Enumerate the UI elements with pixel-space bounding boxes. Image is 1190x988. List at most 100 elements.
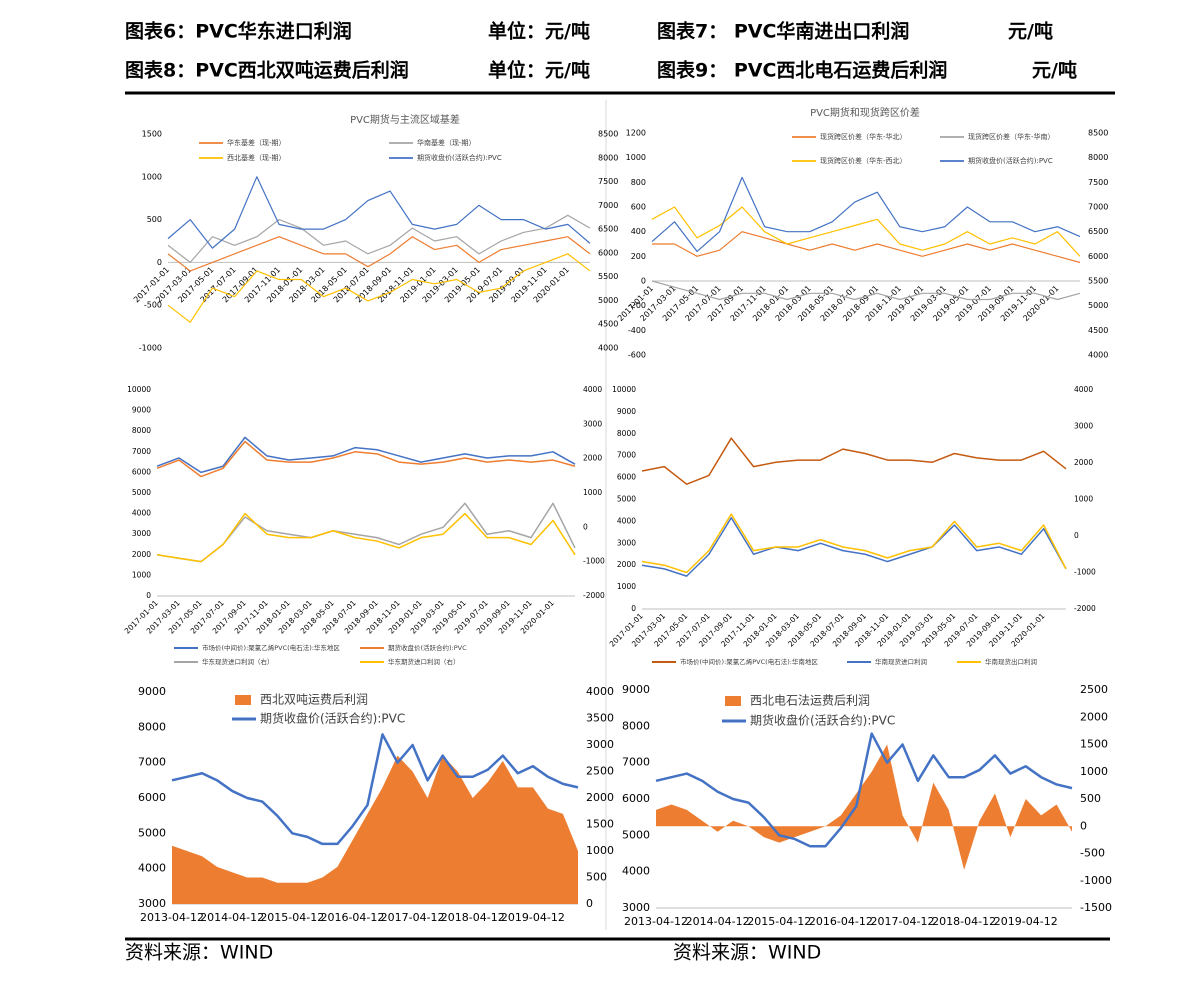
y2-tick-label: 6500 bbox=[598, 225, 618, 234]
chart-title: PVC期货与主流区域基差 bbox=[350, 113, 460, 126]
x-tick-label: 2019-04-12 bbox=[994, 915, 1058, 928]
legend-label: 西北基差（现-期） bbox=[227, 153, 286, 162]
y-tick-label: 6000 bbox=[138, 791, 166, 804]
y-tick-label: -500 bbox=[144, 301, 162, 310]
line bbox=[167, 214, 591, 263]
legend-label: 市场价(中间价):聚氯乙烯PVC(电石法):华南地区 bbox=[680, 657, 818, 666]
y-tick-label: -1000 bbox=[139, 344, 162, 353]
x-tick-label: 2019-04-12 bbox=[501, 911, 565, 924]
y2-tick-label: 2000 bbox=[583, 454, 602, 463]
y2-tick-label: 4000 bbox=[1088, 351, 1108, 360]
legend-label: 期货收盘价(活跃合约):PVC bbox=[968, 156, 1053, 165]
area bbox=[656, 744, 1072, 870]
legend-label: 西北双吨运费后利润 bbox=[260, 693, 368, 707]
y2-tick-label: 3000 bbox=[1074, 422, 1093, 431]
line bbox=[156, 436, 576, 474]
y2-tick-label: 2000 bbox=[586, 791, 614, 804]
x-tick-label: 2017-04-12 bbox=[381, 911, 445, 924]
y-tick-label: 8000 bbox=[132, 426, 151, 435]
y-tick-label: 3000 bbox=[132, 529, 151, 538]
y-tick-label: 0 bbox=[146, 591, 151, 600]
y-tick-label: 5000 bbox=[617, 495, 636, 504]
y2-tick-label: 8500 bbox=[598, 130, 618, 139]
y-tick-label: 0 bbox=[157, 258, 162, 267]
y2-tick-label: 500 bbox=[586, 871, 607, 884]
y-tick-label: 4000 bbox=[138, 862, 166, 875]
y2-tick-label: 4000 bbox=[586, 685, 614, 698]
line bbox=[167, 236, 591, 272]
y-tick-label: 10000 bbox=[612, 385, 636, 394]
y-tick-label: 1000 bbox=[142, 172, 162, 181]
y-tick-label: 8000 bbox=[138, 720, 166, 733]
y-tick-label: 3000 bbox=[617, 538, 636, 547]
y2-tick-label: 5500 bbox=[598, 272, 618, 281]
y-tick-label: 6000 bbox=[132, 467, 151, 476]
line bbox=[655, 732, 1073, 848]
source: 资料来源：WIND bbox=[125, 942, 273, 964]
y2-tick-label: 0 bbox=[1080, 819, 1087, 832]
y2-tick-label: 7500 bbox=[598, 177, 618, 186]
y-tick-label: 5000 bbox=[132, 488, 151, 497]
y-tick-label: 2000 bbox=[617, 560, 636, 569]
x-tick-label: 2014-04-12 bbox=[200, 911, 264, 924]
y2-tick-label: 1500 bbox=[586, 818, 614, 831]
caption: 图表8：PVC西北双吨运费后利润 bbox=[125, 59, 409, 82]
y2-tick-label: 5000 bbox=[598, 296, 618, 305]
legend-label: 现货跨区价差（华东-华南） bbox=[968, 132, 1055, 141]
legend-label: 华南现货出口利润 bbox=[985, 657, 1037, 666]
x-tick-label: 2017-04-12 bbox=[871, 915, 935, 928]
y2-tick-label: -1000 bbox=[1074, 568, 1096, 577]
caption: 图表7： PVC华南进出口利润 bbox=[657, 20, 909, 43]
y-tick-label: 7000 bbox=[132, 447, 151, 456]
y-tick-label: 6000 bbox=[622, 792, 650, 805]
y2-tick-label: 0 bbox=[583, 522, 588, 531]
y-tick-label: -200 bbox=[628, 301, 646, 310]
line bbox=[167, 253, 591, 323]
y-tick-label: 10000 bbox=[127, 385, 151, 394]
legend-label: 现货跨区价差（华东-西北） bbox=[820, 156, 907, 165]
y-tick-label: 1000 bbox=[132, 570, 151, 579]
line bbox=[641, 517, 1067, 577]
y-tick-label: 5000 bbox=[138, 826, 166, 839]
x-tick-label: 2018-04-12 bbox=[932, 915, 996, 928]
legend-label: 华东期货进口利润（右） bbox=[388, 657, 460, 666]
line bbox=[651, 206, 1081, 257]
y-tick-label: -400 bbox=[628, 326, 646, 335]
legend-label: 华东现货进口利润（右） bbox=[202, 657, 274, 666]
line bbox=[651, 280, 1081, 301]
legend-swatch bbox=[725, 696, 741, 706]
y2-tick-label: 7000 bbox=[598, 201, 618, 210]
legend-label: 期货收盘价(活跃合约):PVC bbox=[260, 711, 405, 726]
y-tick-label: 7000 bbox=[622, 756, 650, 769]
y-tick-label: 2000 bbox=[132, 550, 151, 559]
legend-label: 现货跨区价差（华东-华北） bbox=[820, 132, 907, 141]
y-tick-label: 7000 bbox=[617, 451, 636, 460]
line bbox=[641, 513, 1067, 574]
y-tick-label: 8000 bbox=[622, 719, 650, 732]
line bbox=[171, 733, 579, 846]
y2-tick-label: 2000 bbox=[1080, 710, 1108, 723]
y-tick-label: 0 bbox=[641, 277, 646, 286]
y2-tick-label: 4000 bbox=[598, 344, 618, 353]
y2-tick-label: 6000 bbox=[1088, 252, 1108, 261]
y-tick-label: 4000 bbox=[132, 509, 151, 518]
y2-tick-label: 2500 bbox=[1080, 683, 1108, 696]
legend-label: 期货收盘价(活跃合约):PVC bbox=[750, 713, 895, 728]
y2-tick-label: 8000 bbox=[1088, 153, 1108, 162]
y-tick-label: 0 bbox=[631, 604, 636, 613]
y-tick-label: 9000 bbox=[622, 683, 650, 696]
legend-label: 期货收盘价(活跃合约):PVC bbox=[417, 153, 502, 162]
line bbox=[651, 176, 1081, 252]
y2-tick-label: 1000 bbox=[586, 844, 614, 857]
y2-tick-label: -1000 bbox=[583, 557, 605, 566]
y2-tick-label: 1000 bbox=[1080, 765, 1108, 778]
y2-tick-label: -500 bbox=[1080, 847, 1105, 860]
y-tick-label: 400 bbox=[631, 227, 646, 236]
line bbox=[156, 502, 576, 563]
x-tick-label: 2013-04-12 bbox=[624, 915, 688, 928]
y-tick-label: 7000 bbox=[138, 756, 166, 769]
y2-tick-label: 6000 bbox=[598, 248, 618, 257]
y2-tick-label: 6500 bbox=[1088, 227, 1108, 236]
y2-tick-label: -2000 bbox=[1074, 604, 1096, 613]
